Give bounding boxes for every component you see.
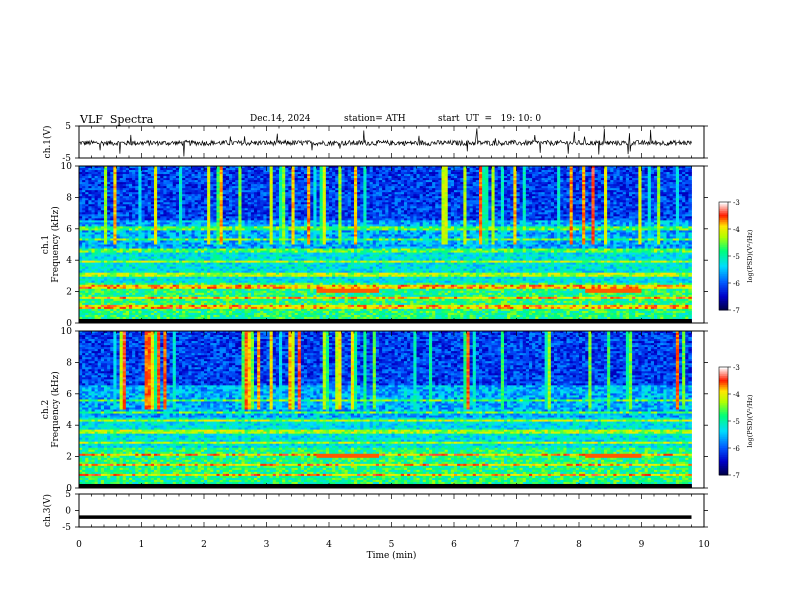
ch1-spectrogram-ytick-label: 2 <box>66 288 72 298</box>
ch1-waveform-ylabel: ch.1(V) <box>42 126 53 159</box>
ch2-spectrogram-ylabel: Frequency (kHz) <box>50 371 61 448</box>
ch3-waveform-ylabel: ch.3(V) <box>42 494 53 527</box>
xaxis-tick-label: 9 <box>639 540 645 550</box>
xaxis-tick-label: 5 <box>389 540 395 550</box>
ch1-colorbar-tick-label: -5 <box>733 253 740 261</box>
ch1-waveform-ytick-label: 5 <box>65 122 71 132</box>
ch1-spectrogram-ylabel: Frequency (kHz) <box>50 206 61 283</box>
ch2-spectrogram-ytick-label: 4 <box>66 421 72 431</box>
ch3-waveform-ytick-label: 0 <box>65 507 71 517</box>
ch2-spectrogram-channel-label: ch.2 <box>41 400 51 419</box>
xaxis-tick-label: 1 <box>139 540 145 550</box>
xaxis-tick-label: 0 <box>76 540 82 550</box>
chart-canvas: 5-5ch.1(V)0246810Frequency (kHz)ch.1-3-4… <box>0 0 792 612</box>
ch1-spectrogram-ytick-label: 8 <box>66 193 72 203</box>
ch2-colorbar-tick-label: -6 <box>733 445 740 453</box>
ch1-colorbar-tick-label: -6 <box>733 280 740 288</box>
ch3-waveform-ytick-label: 5 <box>65 490 71 500</box>
ch2-colorbar-tick-label: -3 <box>733 364 740 372</box>
ch2-colorbar-tick-label: -7 <box>733 472 740 480</box>
ch2-colorbar-tick-label: -4 <box>733 391 740 399</box>
ch2-spectrogram-ytick-label: 2 <box>66 453 72 463</box>
ch1-spectrogram-ytick-label: 10 <box>61 162 73 172</box>
ch2-colorbar <box>719 367 728 476</box>
ch2-spectrogram-baseline-band <box>79 484 692 488</box>
xaxis-tick-label: 4 <box>326 540 332 550</box>
ch1-spectrogram-ytick-label: 6 <box>66 225 72 235</box>
ch2-spectrogram-ytick-label: 10 <box>61 327 73 337</box>
ch1-colorbar-tick-label: -7 <box>733 307 740 315</box>
ch2-spectrogram-heatmap <box>79 331 692 488</box>
xaxis-tick-label: 10 <box>698 540 710 550</box>
vlf-spectra-figure: VLF Spectra Dec.14, 2024 station= ATH st… <box>0 0 792 612</box>
ch3-waveform-ytick-label: -5 <box>62 523 71 533</box>
ch2-spectrogram-ytick-label: 6 <box>66 390 72 400</box>
ch1-spectrogram-heatmap <box>79 166 692 323</box>
ch1-colorbar-label: log(PSD)(V²/Hz) <box>746 229 754 282</box>
ch1-colorbar <box>719 202 728 311</box>
xaxis-tick-label: 7 <box>514 540 520 550</box>
ch1-spectrogram-channel-label: ch.1 <box>41 235 51 254</box>
xaxis-label: Time (min) <box>367 550 417 561</box>
xaxis-tick-label: 3 <box>264 540 270 550</box>
ch1-waveform-series-line <box>79 128 692 156</box>
xaxis-tick-label: 6 <box>451 540 457 550</box>
ch1-colorbar-tick-label: -3 <box>733 199 740 207</box>
xaxis-tick-label: 8 <box>576 540 582 550</box>
ch2-colorbar-label: log(PSD)(V²/Hz) <box>746 394 754 447</box>
xaxis-tick-label: 2 <box>201 540 207 550</box>
ch2-colorbar-tick-label: -5 <box>733 418 740 426</box>
ch1-spectrogram-baseline-band <box>79 319 692 323</box>
ch1-spectrogram-ytick-label: 4 <box>66 256 72 266</box>
ch1-colorbar-tick-label: -4 <box>733 226 740 234</box>
ch2-spectrogram-ytick-label: 8 <box>66 358 72 368</box>
